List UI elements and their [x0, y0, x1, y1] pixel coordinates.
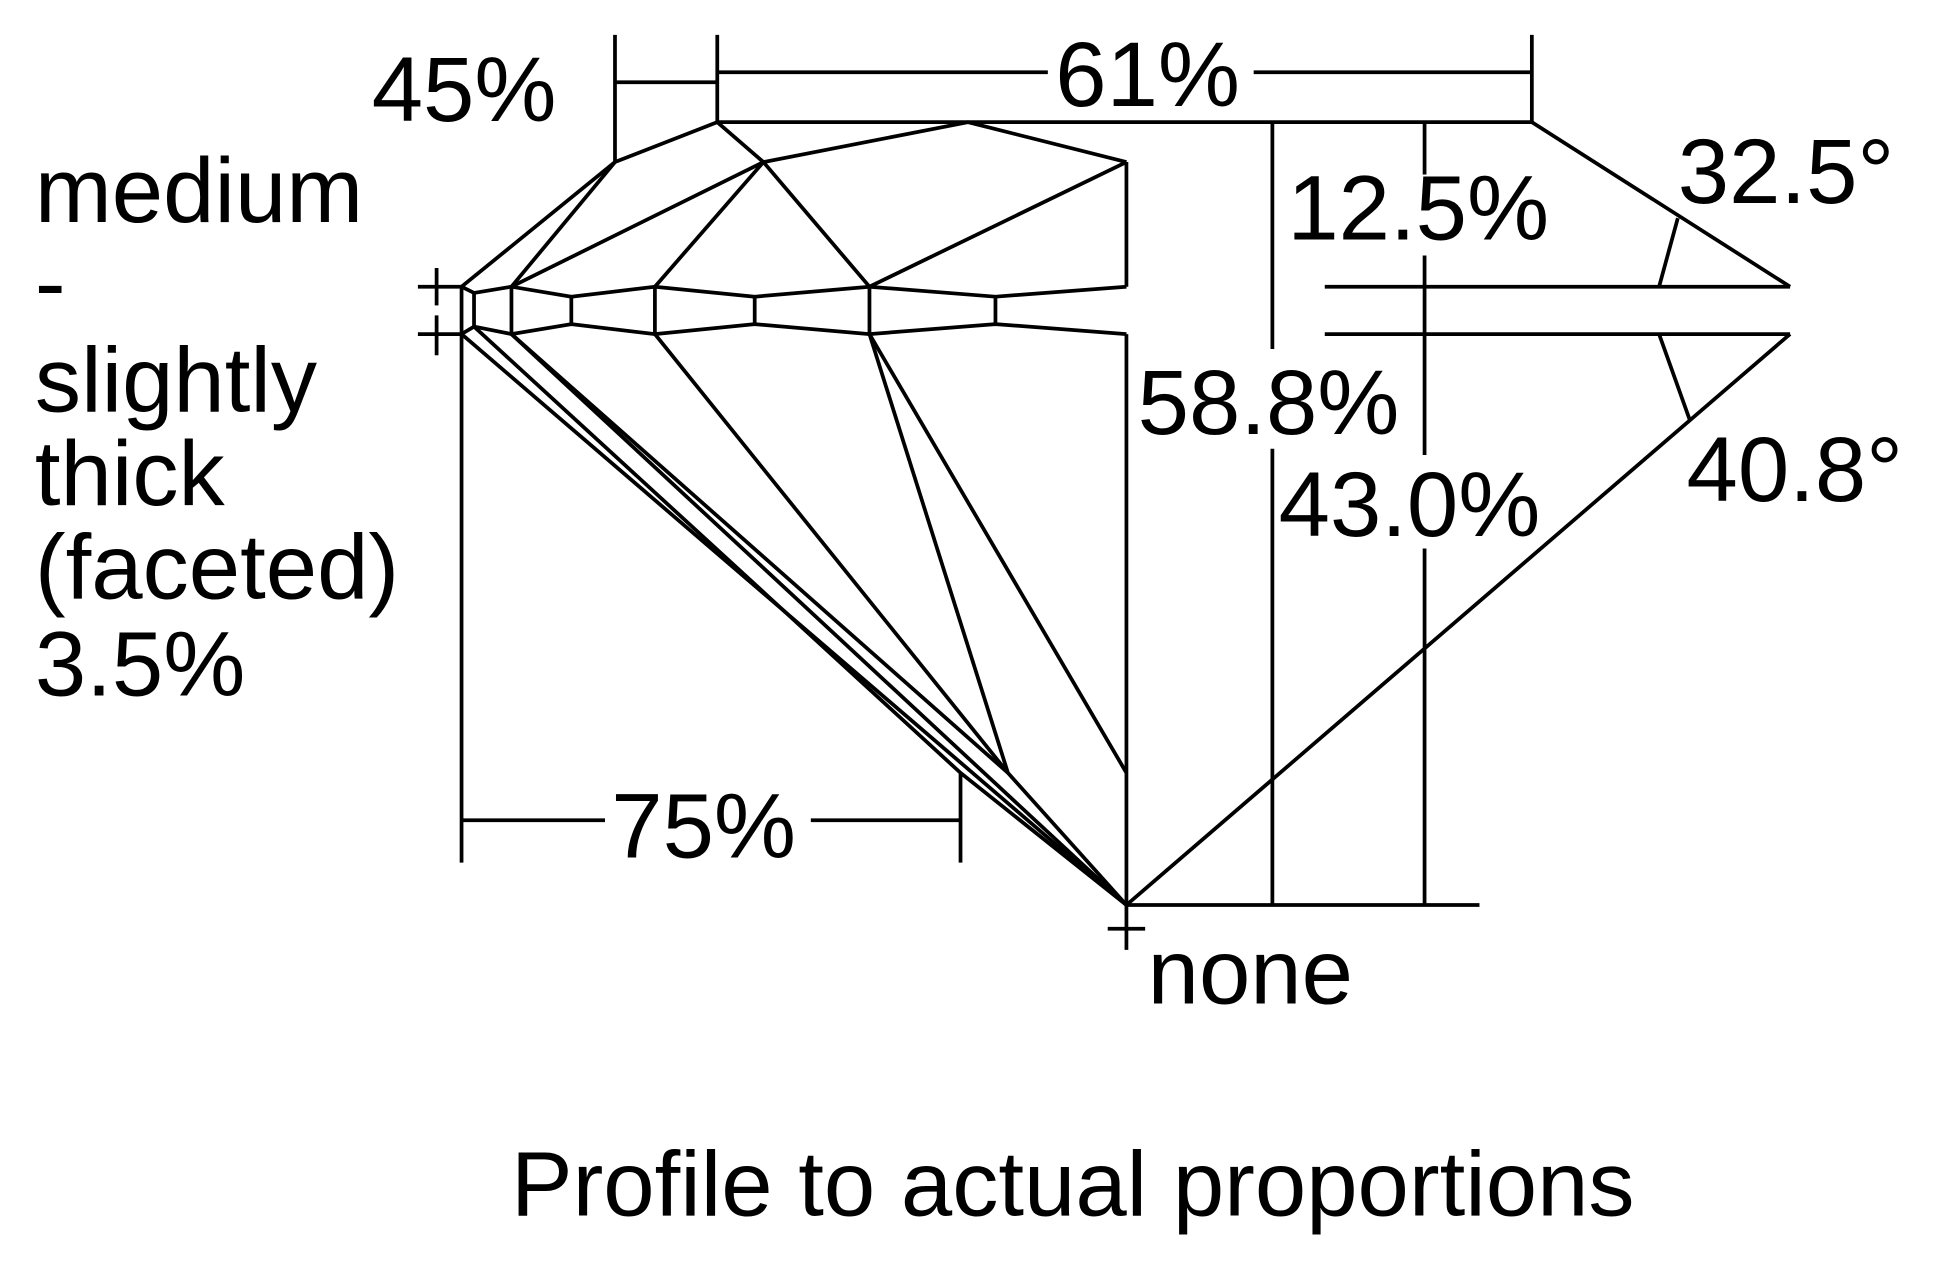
girdle-label: medium - slightly thick (faceted) 3.5% — [35, 138, 399, 716]
total-depth-label: 58.8% — [1138, 350, 1400, 454]
girdle-label-line: (faceted) — [35, 514, 399, 618]
crown-facets — [510, 120, 1129, 289]
lower-half-label: 75% — [611, 774, 796, 878]
dimension-lines — [459, 34, 1693, 907]
girdle-label-line: slightly — [35, 327, 317, 431]
pavilion-angle-label: 40.8° — [1687, 417, 1904, 521]
girdle — [460, 284, 1127, 336]
diagram-title: Profile to actual proportions — [511, 1131, 1635, 1235]
pavilion-depth-label: 43.0% — [1279, 452, 1541, 556]
girdle-label-line: medium — [35, 138, 363, 242]
girdle-label-line: - — [35, 230, 66, 334]
pavilion-facets — [472, 325, 1129, 907]
star-length-label: 45% — [372, 37, 557, 141]
crown-height-label: 12.5% — [1287, 155, 1549, 259]
crosshair-marks — [417, 268, 1146, 950]
crown-angle-label: 32.5° — [1678, 119, 1895, 223]
girdle-label-line: thick — [35, 421, 226, 525]
culet-label: none — [1148, 920, 1353, 1024]
table-label: 61% — [1055, 22, 1240, 126]
girdle-label-line: 3.5% — [35, 612, 245, 716]
